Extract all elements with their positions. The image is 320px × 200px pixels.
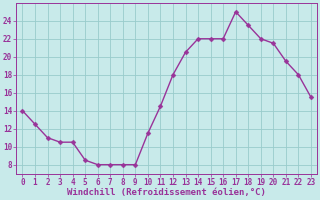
X-axis label: Windchill (Refroidissement éolien,°C): Windchill (Refroidissement éolien,°C) bbox=[67, 188, 266, 197]
